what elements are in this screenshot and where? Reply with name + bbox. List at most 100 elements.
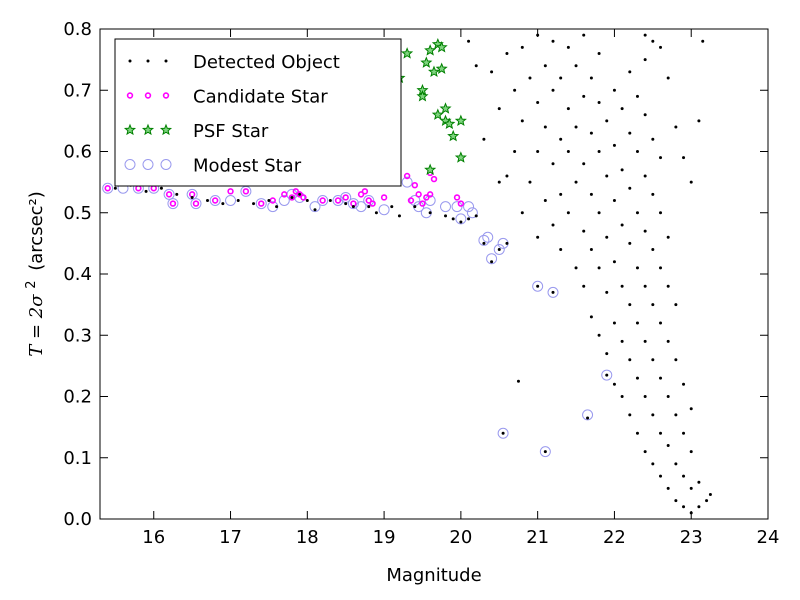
scatter-point (635, 211, 639, 215)
scatter-point (597, 266, 601, 270)
scatter-point (589, 76, 593, 80)
scatter-point (539, 446, 551, 458)
scatter-point (104, 185, 111, 192)
legend-label: Detected Object (193, 52, 340, 73)
scatter-point (482, 137, 486, 141)
legend-marker (141, 123, 155, 136)
scatter-point (651, 248, 655, 251)
scatter-point (551, 162, 555, 166)
y-tick-label: 0.8 (63, 19, 92, 40)
scatter-point (682, 505, 686, 509)
scatter-point (674, 413, 678, 417)
scatter-point (620, 223, 624, 227)
scatter-point (574, 266, 578, 270)
scatter-point (582, 94, 586, 98)
scatter-point (390, 205, 394, 209)
scatter-point (466, 207, 478, 219)
scatter-point (612, 143, 616, 147)
scatter-point (401, 176, 413, 188)
legend-marker (123, 123, 137, 136)
y-axis-label-prefix: T = 2σ (26, 294, 47, 357)
scatter-point (454, 114, 467, 127)
scatter-point (443, 117, 456, 130)
scatter-point (431, 108, 444, 120)
scatter-point (520, 211, 524, 215)
scatter-point (651, 192, 655, 196)
scatter-point (643, 113, 647, 117)
scatter-point (589, 248, 593, 251)
scatter-point (620, 339, 624, 343)
scatter-point (165, 191, 173, 198)
scatter-point (566, 150, 570, 153)
scatter-point (659, 474, 663, 478)
scatter-point (192, 200, 200, 207)
scatter-point (674, 358, 678, 362)
scatter-point (309, 201, 321, 213)
scatter-point (513, 150, 517, 153)
scatter-point (605, 352, 609, 356)
y-axis-label-units: (arcsec²) (26, 191, 47, 271)
scatter-point (643, 58, 647, 62)
scatter-point (439, 102, 452, 114)
scatter-point (169, 200, 177, 207)
legend-marker-candidate-star (126, 92, 170, 99)
scatter-point (612, 321, 616, 325)
scatter-point (582, 409, 594, 421)
scatter-point (682, 382, 686, 386)
scatter-point (651, 413, 655, 417)
scatter-point (643, 450, 647, 454)
scatter-point (497, 107, 501, 111)
scatter-point (403, 172, 411, 180)
scatter-point (186, 188, 198, 200)
scatter-point (659, 211, 663, 215)
y-tick-label: 0.0 (63, 509, 92, 530)
scatter-point (551, 223, 555, 227)
x-axis-label: Magnitude (386, 565, 481, 586)
scatter-point (551, 88, 555, 92)
scatter-point (221, 202, 225, 206)
scatter-point (605, 235, 609, 239)
scatter-point (351, 205, 355, 209)
scatter-point (236, 199, 240, 202)
scatter-point (347, 198, 359, 210)
scatter-point (689, 407, 693, 411)
scatter-point (651, 39, 655, 43)
scatter-point (605, 119, 609, 123)
scatter-point (505, 241, 509, 245)
scatter-point (705, 499, 709, 503)
scatter-point (227, 188, 234, 195)
scatter-point (659, 321, 663, 325)
scatter-point (643, 33, 647, 37)
legend-label: Modest Star (193, 156, 302, 177)
scatter-point (666, 284, 670, 288)
scatter-point (440, 201, 452, 213)
scatter-point (601, 369, 613, 381)
scatter-point (516, 379, 520, 383)
scatter-point (674, 462, 678, 466)
scatter-point (659, 45, 663, 49)
scatter-point (190, 195, 194, 199)
scatter-point (597, 333, 601, 337)
scatter-point (513, 88, 517, 92)
scatter-point (697, 505, 701, 509)
scatter-point (367, 205, 371, 209)
scatter-point (317, 195, 329, 206)
scatter-point (288, 194, 296, 201)
scatter-point (428, 211, 432, 215)
scatter-point (674, 499, 678, 503)
scatter-point (674, 303, 678, 307)
series-psf-star (393, 37, 467, 176)
scatter-point (574, 125, 578, 129)
scatter-point (620, 107, 624, 111)
scatter-point (582, 33, 586, 37)
scatter-point (278, 195, 290, 206)
scatter-point (586, 416, 590, 420)
scatter-point (628, 241, 632, 245)
scatter-point (369, 200, 376, 207)
scatter-point (447, 129, 460, 142)
scatter-point (474, 64, 478, 68)
scatter-point (605, 373, 609, 377)
scatter-point (355, 201, 367, 213)
scatter-point (628, 131, 632, 135)
scatter-point (365, 197, 372, 204)
